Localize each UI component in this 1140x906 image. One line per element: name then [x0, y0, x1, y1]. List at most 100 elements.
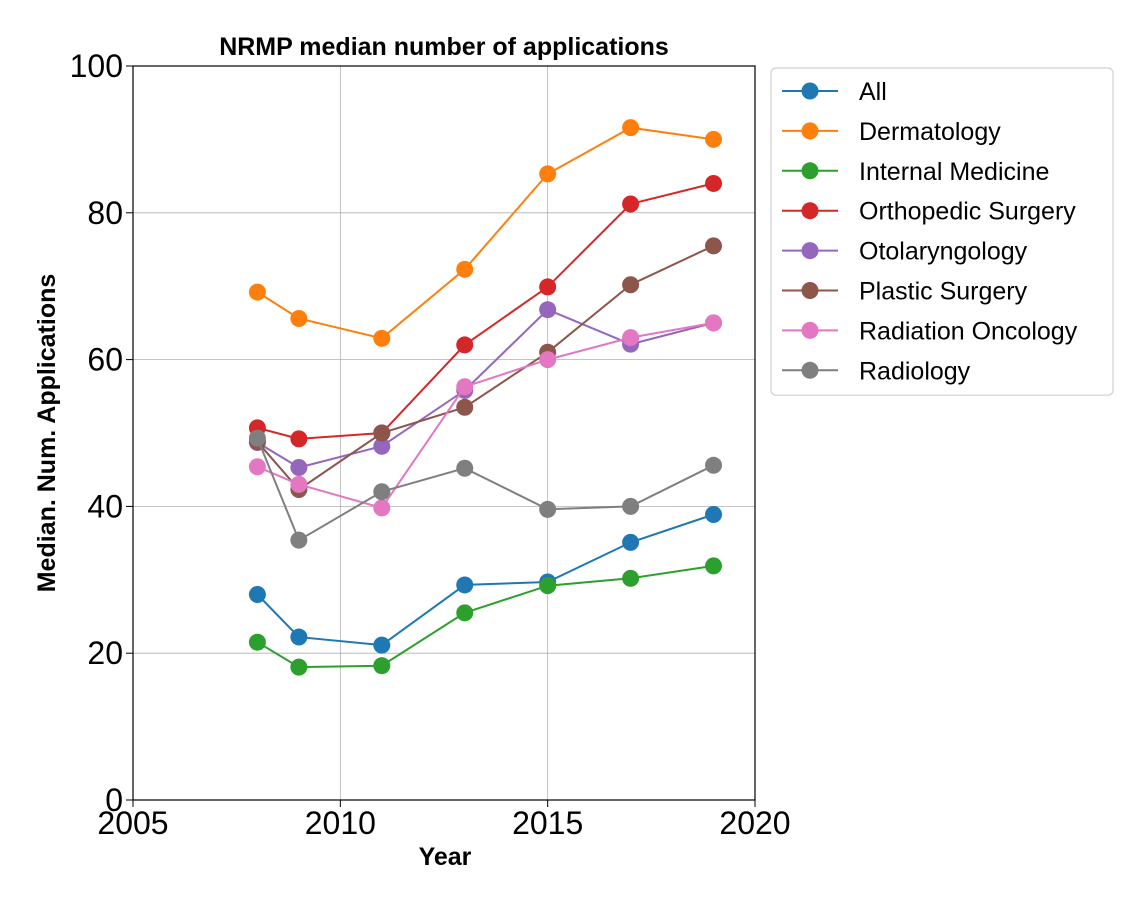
data-point — [705, 505, 723, 523]
data-point — [248, 283, 266, 301]
series-radiation-oncology — [248, 314, 723, 517]
data-point — [290, 531, 308, 549]
data-point — [290, 458, 308, 476]
x-tick-label: 2015 — [512, 805, 583, 841]
series-plastic-surgery — [248, 237, 723, 499]
grid-lines — [132, 65, 756, 801]
data-point — [539, 577, 557, 595]
legend-marker — [801, 162, 819, 180]
data-point — [705, 130, 723, 148]
series-line — [256, 126, 714, 340]
data-point — [248, 633, 266, 651]
data-point — [373, 499, 391, 517]
x-tick-label: 2005 — [97, 805, 168, 841]
legend-marker — [801, 202, 819, 220]
data-point — [622, 497, 640, 515]
legend-item: Plastic Surgery — [782, 278, 1028, 306]
x-tick-label: 2020 — [719, 805, 790, 841]
data-point — [373, 483, 391, 501]
x-axis-label: Year — [419, 843, 472, 871]
data-point — [290, 658, 308, 676]
legend-item: All — [782, 78, 887, 106]
data-point — [622, 119, 640, 137]
legend-label: Radiology — [859, 357, 971, 385]
y-axis-label: Median. Num. Applications — [33, 274, 61, 593]
data-point — [622, 569, 640, 587]
data-point — [705, 314, 723, 332]
data-point — [705, 237, 723, 255]
data-point — [622, 533, 640, 551]
legend-item: Internal Medicine — [782, 158, 1049, 186]
series-orthopedic-surgery — [248, 174, 723, 448]
y-tick-label: 0 — [105, 782, 123, 818]
series-all — [248, 505, 723, 654]
data-point — [539, 301, 557, 319]
legend-item: Orthopedic Surgery — [782, 198, 1076, 226]
series-line — [257, 182, 714, 440]
series-line — [257, 321, 714, 510]
series-radiology — [248, 429, 723, 549]
x-tick-label: 2010 — [305, 805, 376, 841]
series-dermatology — [248, 119, 723, 347]
y-tick-label: 60 — [87, 342, 123, 378]
data-point — [622, 195, 640, 213]
data-point — [373, 657, 391, 675]
data-point — [456, 604, 474, 622]
series-line — [256, 308, 714, 469]
series-otolaryngology — [248, 301, 723, 476]
data-point — [456, 260, 474, 278]
series-line — [256, 513, 714, 647]
data-point — [290, 628, 308, 646]
legend-label: Otolaryngology — [859, 238, 1028, 266]
data-point — [290, 430, 308, 448]
y-tick-label: 40 — [87, 488, 123, 524]
data-point — [705, 557, 723, 575]
legend: All Dermatology Internal Medicine Orthopedi… — [770, 67, 1114, 396]
data-point — [622, 276, 640, 294]
series-internal-medicine — [248, 557, 723, 676]
data-point — [705, 456, 723, 474]
legend-label: Internal Medicine — [859, 158, 1049, 186]
data-point — [456, 378, 474, 396]
legend-marker — [801, 242, 819, 260]
legend-item: Radiation Oncology — [782, 317, 1078, 345]
chart-title: NRMP median number of applications — [219, 33, 669, 61]
legend-marker — [801, 122, 819, 140]
y-tick-label: 20 — [87, 635, 123, 671]
legend-marker — [801, 321, 819, 339]
series-line — [256, 437, 714, 542]
data-point — [373, 424, 391, 442]
legend-item: Radiology — [782, 357, 971, 385]
data-point — [456, 459, 474, 477]
legend-marker — [801, 82, 819, 100]
data-point — [373, 329, 391, 347]
series-layer — [248, 119, 723, 676]
data-point — [373, 636, 391, 654]
series-line — [256, 564, 714, 669]
y-tick-label: 80 — [87, 195, 123, 231]
data-point — [248, 458, 266, 476]
data-point — [373, 437, 391, 455]
series-line — [256, 244, 714, 491]
plot-frame — [132, 65, 756, 801]
legend-item: Otolaryngology — [782, 238, 1028, 266]
legend-label: Dermatology — [859, 118, 1001, 146]
axis-ticks: 2005 2010 2015 2020 0 20 40 60 80 100 — [70, 48, 791, 841]
data-point — [248, 429, 266, 447]
data-point — [290, 309, 308, 327]
data-point — [539, 278, 557, 296]
legend-box — [770, 67, 1114, 396]
data-point — [705, 174, 723, 192]
data-point — [456, 336, 474, 354]
data-point — [248, 585, 266, 603]
y-tick-label: 100 — [70, 48, 123, 84]
legend-marker — [801, 361, 819, 379]
legend-label: All — [859, 78, 887, 106]
data-point — [456, 398, 474, 416]
data-point — [539, 165, 557, 183]
legend-marker — [801, 282, 819, 299]
data-point — [539, 500, 557, 518]
data-point — [290, 475, 308, 493]
